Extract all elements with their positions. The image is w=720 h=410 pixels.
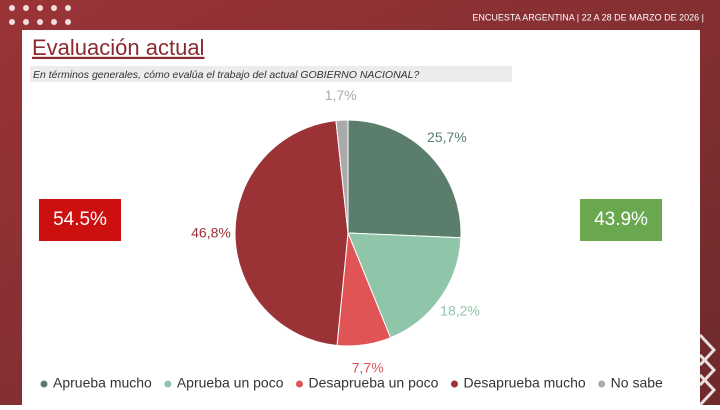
legend-marker (450, 380, 458, 388)
disapprove-box (39, 199, 121, 241)
header: ENCUESTA ARGENTINA | 22 A 28 DE MARZO DE… (472, 12, 704, 22)
pie-slice (335, 119, 349, 234)
legend-marker (295, 380, 303, 388)
value-label: 1,7% (325, 87, 357, 103)
value-label: 46,8% (191, 224, 231, 240)
legend-marker (164, 380, 172, 388)
subtitle: En términos generales, cómo evalúa el tr… (33, 69, 420, 81)
legend-label: No sabe (611, 375, 663, 391)
chart-title: Evaluación actual (32, 35, 204, 60)
legend-label: Desaprueba un poco (308, 375, 438, 391)
value-label: 25,7% (427, 129, 467, 145)
subtitle-band (30, 66, 512, 82)
legend-label: Aprueba mucho (53, 375, 152, 391)
legend-marker (40, 380, 48, 388)
approve-total: 43.9% (594, 209, 648, 230)
legend-label: Aprueba un poco (177, 375, 284, 391)
value-label: 7,7% (352, 359, 384, 375)
legend-label: Desaprueba mucho (463, 375, 585, 391)
approve-box (580, 199, 662, 241)
chevrons (682, 333, 717, 407)
pie-slice (347, 119, 462, 239)
disapprove-total: 54.5% (53, 209, 107, 230)
dots (9, 5, 71, 25)
pie-slice (347, 232, 462, 339)
value-label: 18,2% (440, 303, 480, 319)
legend-marker (598, 380, 606, 388)
pie-slice (234, 120, 349, 347)
